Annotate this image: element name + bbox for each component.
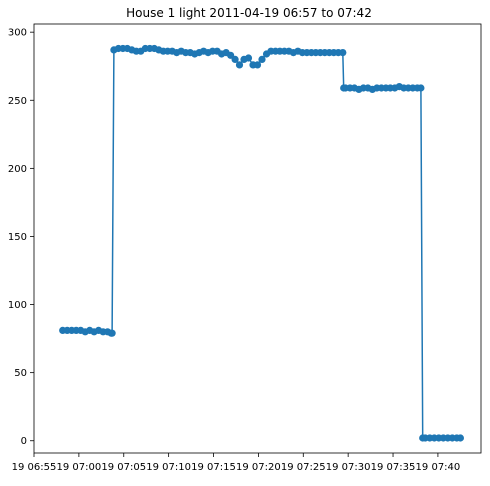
x-tick-label: 19 07:30 <box>326 462 371 473</box>
x-tick-label: 19 07:10 <box>146 462 191 473</box>
data-point <box>258 55 266 64</box>
x-tick-label: 19 06:55 <box>12 462 57 473</box>
x-tick-label: 19 07:20 <box>236 462 281 473</box>
data-point <box>231 55 239 64</box>
y-tick-label: 250 <box>8 96 27 107</box>
y-tick-label: 300 <box>8 28 27 39</box>
x-tick-label: 19 07:05 <box>101 462 146 473</box>
y-tick-label: 100 <box>8 300 27 311</box>
x-tick-label: 19 07:40 <box>416 462 461 473</box>
plot-frame <box>33 23 482 454</box>
plot-area <box>59 44 464 442</box>
y-tick-label: 200 <box>8 164 27 175</box>
data-point <box>253 61 262 69</box>
data-point <box>235 61 244 69</box>
y-tick-label: 150 <box>8 232 27 243</box>
y-tick-label: 0 <box>21 436 27 447</box>
chart-title: House 1 light 2011-04-19 06:57 to 07:42 <box>126 6 372 20</box>
x-tick-label: 19 07:00 <box>57 462 102 473</box>
data-point <box>417 84 425 92</box>
x-tick-label: 19 07:35 <box>371 462 416 473</box>
data-point <box>456 434 464 442</box>
series-line <box>62 47 461 439</box>
data-point <box>339 49 347 57</box>
y-tick-label: 50 <box>14 368 27 379</box>
x-tick-label: 19 07:25 <box>281 462 326 473</box>
x-tick-label: 19 07:15 <box>191 462 236 473</box>
data-point <box>108 329 116 337</box>
data-point <box>244 54 253 62</box>
